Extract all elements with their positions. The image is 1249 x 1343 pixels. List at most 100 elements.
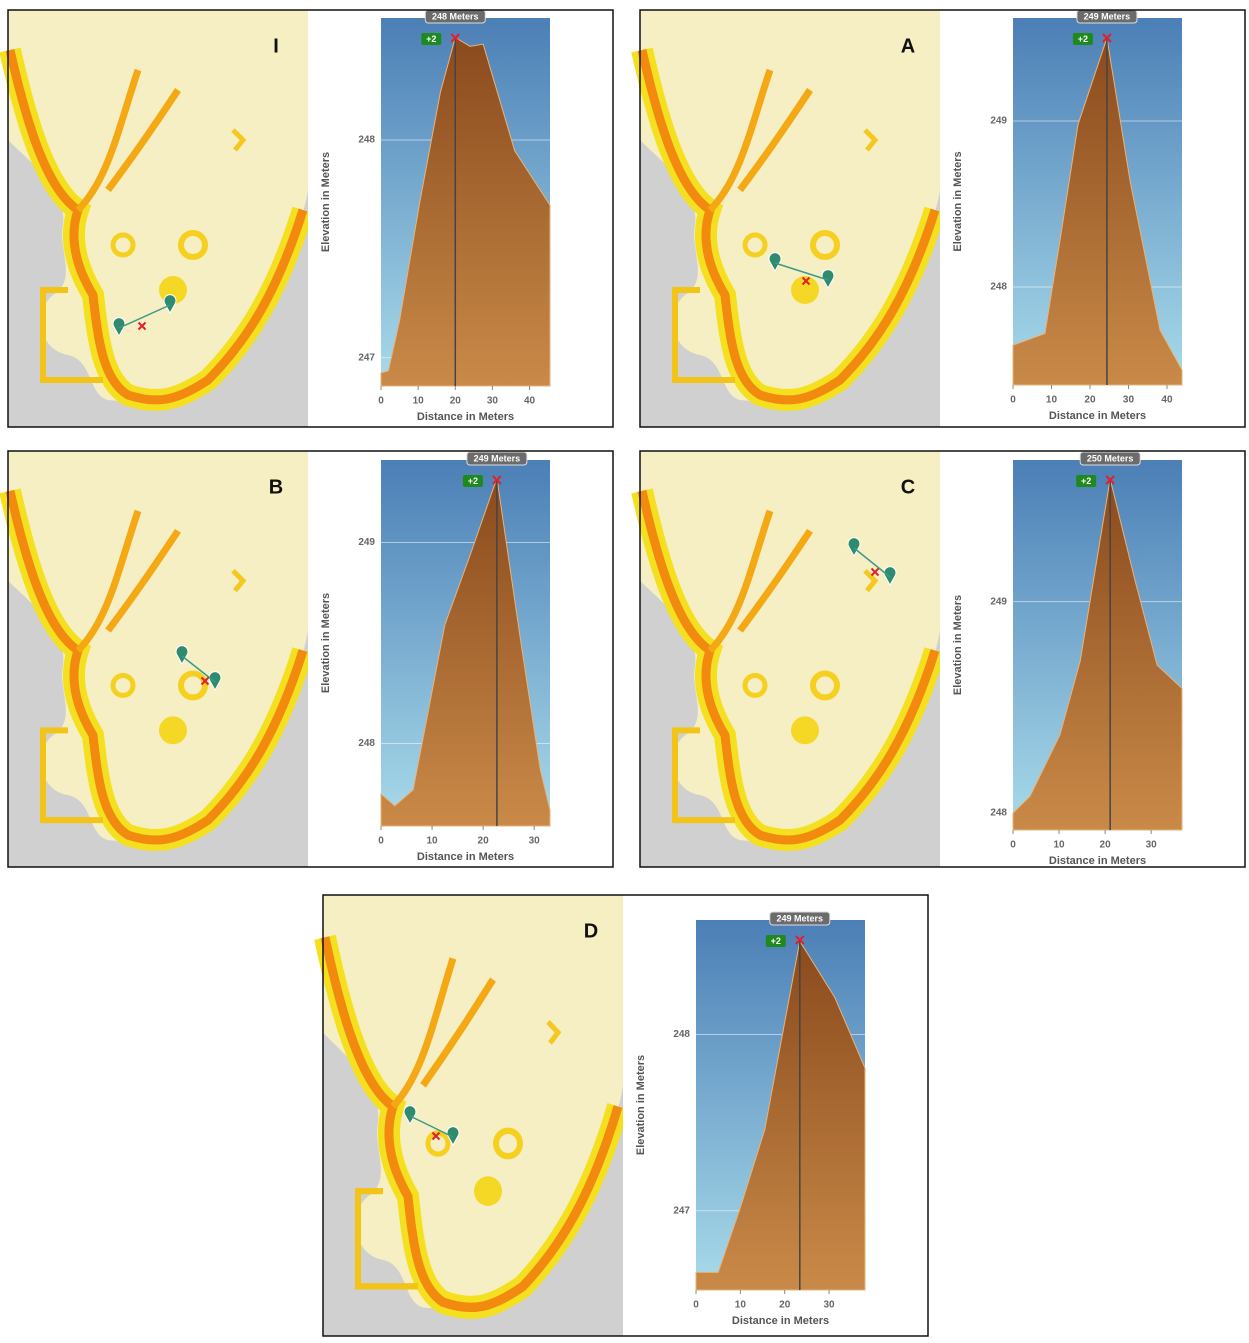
x-axis-label: Distance in Meters [417,411,514,423]
y-tick-label: 247 [673,1205,690,1216]
badge [765,935,786,947]
panel-border [639,450,1246,868]
tooltip-label: 250 Meters [1087,453,1134,463]
x-tick-label: 30 [1146,840,1158,851]
elevation-area [1012,478,1183,831]
elevation-area [380,477,551,827]
map-image [640,10,940,427]
map-pin [883,566,897,587]
x-tick-label: 0 [1010,395,1016,406]
y-tick-label: 248 [990,282,1007,293]
elevation-area [1012,37,1183,386]
y-axis-label: Elevation in Meters [952,151,964,251]
badge [1072,33,1093,45]
x-tick-label: 10 [735,1300,747,1311]
panel-border [639,9,1246,428]
panel: A 248 249 0 10 20 30 40 Distance in Meters Elevat… [639,9,1246,428]
cross-marker [870,567,880,577]
y-tick-label: 249 [990,596,1007,607]
route-line [409,1115,454,1138]
x-tick-label: 30 [824,1300,836,1311]
badge-label: +2 [1081,476,1091,486]
cross-marker [1105,475,1115,485]
cross-marker [137,321,147,331]
x-tick-label: 20 [450,396,462,407]
cross-marker [795,935,805,945]
y-tick-label: 249 [990,116,1007,127]
x-tick-label: 10 [1046,395,1058,406]
map-pin [768,252,782,273]
x-tick-label: 0 [378,836,384,847]
cross-marker [1102,33,1112,43]
y-tick-label: 247 [358,352,375,363]
x-tick-label: 20 [478,836,490,847]
badge [1076,475,1097,487]
cross-marker [450,33,460,43]
map-image [323,895,623,1336]
badge-label: +2 [1078,34,1088,44]
y-tick-label: 248 [673,1029,690,1040]
x-tick-label: 0 [1010,840,1016,851]
x-tick-label: 30 [529,836,541,847]
y-axis-label: Elevation in Meters [952,595,964,695]
map-pin [163,294,177,315]
map-pin [175,645,189,666]
x-tick-label: 10 [413,396,425,407]
x-tick-label: 10 [1053,840,1065,851]
x-tick-label: 30 [487,396,499,407]
tooltip-box [1079,451,1141,466]
x-tick-label: 30 [1123,395,1135,406]
panel-label: B [269,476,283,498]
route-line [853,547,891,578]
route-line [118,304,171,329]
tooltip-label: 248 Meters [432,11,479,21]
route-line [181,655,216,683]
panel-label: I [273,35,279,57]
tooltip-label: 249 Meters [777,913,824,923]
badge [462,475,483,487]
map-image [8,10,308,427]
map-pin [208,671,222,692]
x-tick-label: 20 [1084,395,1096,406]
panel-border [7,9,614,428]
y-tick-label: 248 [990,808,1007,819]
map-pin [403,1105,417,1126]
x-tick-label: 40 [1161,395,1173,406]
x-axis-label: Distance in Meters [417,851,514,863]
map-image [640,451,940,867]
y-axis-label: Elevation in Meters [635,1055,647,1155]
panel-label: C [901,476,915,498]
y-tick-label: 248 [358,135,375,146]
tooltip-label: 249 Meters [474,453,521,463]
badge [421,33,442,45]
tooltip-box [769,911,831,926]
panel-label: D [584,920,598,942]
y-axis-label: Elevation in Meters [320,593,332,693]
panel: D 247 248 0 10 20 30 Distance in Meters Elevatio… [322,894,929,1337]
tooltip-box [466,451,528,466]
x-tick-label: 40 [524,396,536,407]
panel: I 247 248 0 10 20 30 40 Distance in Meters Elevat… [7,9,614,428]
x-tick-label: 20 [1100,840,1112,851]
x-axis-label: Distance in Meters [1049,855,1146,867]
y-tick-label: 249 [358,537,375,548]
elevation-area [695,939,866,1291]
cross-marker [431,1131,441,1141]
panel-border [7,450,614,868]
cross-marker [200,676,210,686]
panel-border [322,894,929,1337]
x-tick-label: 10 [426,836,438,847]
map-pin [847,537,861,558]
x-axis-label: Distance in Meters [1049,410,1146,422]
map-image [8,451,308,867]
elevation-area [380,36,551,387]
y-tick-label: 248 [358,738,375,749]
y-axis-label: Elevation in Meters [320,152,332,252]
route-line [774,262,829,281]
cross-marker [492,475,502,485]
badge-label: +2 [426,34,436,44]
badge-label: +2 [771,936,781,946]
x-tick-label: 20 [779,1300,791,1311]
panel-label: A [901,35,915,57]
